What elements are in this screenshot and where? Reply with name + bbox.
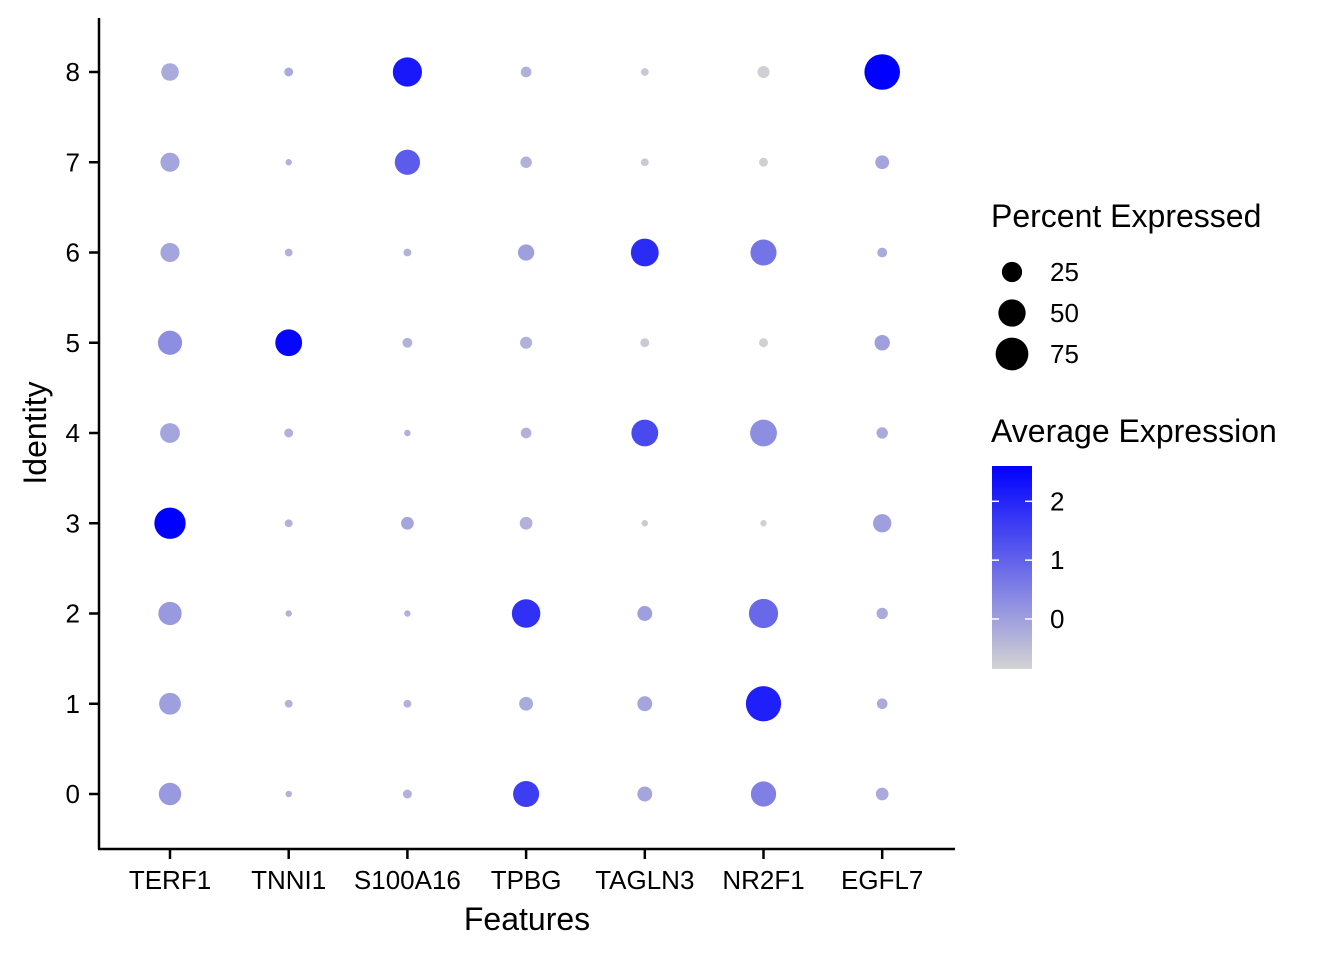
- y-tick-label: 6: [66, 238, 80, 268]
- y-axis-title: Identity: [17, 381, 53, 484]
- dot-egfl7-8: [864, 54, 900, 90]
- dot-egfl7-0: [875, 787, 889, 801]
- dot-terf1-5: [157, 330, 183, 355]
- dot-nr2f1-4: [750, 419, 777, 447]
- dot-tagln3-8: [640, 68, 649, 76]
- dot-egfl7-1: [876, 698, 888, 710]
- dot-tagln3-5: [640, 338, 650, 348]
- dot-egfl7-2: [876, 607, 888, 620]
- dot-tpbg-8: [520, 66, 532, 78]
- dot-egfl7-4: [876, 427, 888, 439]
- dot-tpbg-4: [520, 427, 532, 439]
- dot-tnni1-6: [284, 248, 293, 257]
- size-legend-label: 50: [1050, 298, 1079, 328]
- dot-terf1-3: [154, 507, 186, 539]
- dot-tnni1-0: [285, 790, 292, 798]
- x-axis-title: Features: [464, 901, 590, 937]
- color-bar: [992, 466, 1032, 669]
- size-legend-dot: [1001, 261, 1023, 283]
- dot-tagln3-2: [637, 606, 653, 621]
- dot-s100a16-8: [392, 57, 422, 87]
- dot-s100a16-6: [403, 248, 412, 257]
- size-legend: Percent Expressed 25 50 75: [991, 198, 1261, 371]
- y-axis-ticks: 0 1 2 3 4 5 6 7 8: [66, 57, 99, 809]
- dot-egfl7-3: [873, 514, 892, 533]
- color-legend-tick-label: 0: [1050, 604, 1064, 634]
- y-tick-label: 2: [66, 599, 80, 629]
- size-legend-label: 75: [1050, 339, 1079, 369]
- dot-s100a16-3: [401, 516, 414, 530]
- dot-nr2f1-3: [760, 520, 767, 527]
- dot-tagln3-3: [641, 520, 649, 527]
- y-tick-label: 5: [66, 328, 80, 358]
- size-legend-dot: [995, 337, 1029, 371]
- y-tick-label: 1: [66, 689, 80, 719]
- dot-s100a16-2: [404, 610, 411, 617]
- color-legend: Average Expression 0 1 2: [991, 413, 1277, 669]
- dot-nr2f1-1: [745, 686, 782, 722]
- dot-tagln3-0: [637, 786, 653, 802]
- color-legend-title: Average Expression: [991, 413, 1277, 449]
- dot-terf1-4: [160, 423, 180, 443]
- dot-tnni1-4: [284, 428, 294, 438]
- dot-terf1-0: [158, 782, 182, 806]
- size-legend-title: Percent Expressed: [991, 198, 1261, 234]
- dot-s100a16-0: [402, 789, 412, 799]
- dot-tagln3-7: [640, 158, 649, 167]
- dot-tnni1-1: [284, 699, 293, 708]
- dot-tnni1-5: [275, 329, 303, 357]
- x-tick-label: TPBG: [491, 865, 562, 895]
- x-tick-label: EGFL7: [841, 865, 923, 895]
- dot-s100a16-5: [402, 337, 413, 348]
- x-tick-label: TAGLN3: [595, 865, 694, 895]
- dot-nr2f1-2: [748, 598, 779, 629]
- y-tick-label: 7: [66, 147, 80, 177]
- dot-s100a16-4: [404, 429, 411, 437]
- y-tick-label: 8: [66, 57, 80, 87]
- dot-terf1-2: [158, 601, 182, 626]
- dot-terf1-1: [159, 692, 181, 715]
- dot-terf1-8: [161, 63, 179, 81]
- dot-terf1-7: [160, 152, 180, 172]
- dot-tpbg-0: [513, 780, 540, 808]
- dot-tnni1-2: [285, 610, 292, 617]
- dot-tpbg-5: [520, 336, 533, 349]
- dot-nr2f1-7: [759, 157, 768, 167]
- dot-tagln3-4: [631, 419, 659, 447]
- size-legend-label: 25: [1050, 257, 1079, 287]
- dot-nr2f1-0: [750, 781, 777, 807]
- dot-tagln3-1: [637, 696, 653, 712]
- dot-nr2f1-5: [759, 338, 768, 348]
- color-legend-tick-label: 2: [1050, 486, 1064, 516]
- dot-egfl7-6: [877, 247, 888, 258]
- x-tick-label: TERF1: [129, 865, 211, 895]
- dot-nr2f1-6: [750, 239, 777, 266]
- dot-tpbg-6: [517, 244, 535, 261]
- dot-tnni1-7: [285, 159, 292, 166]
- y-tick-label: 0: [66, 779, 80, 809]
- dot-tpbg-7: [520, 156, 532, 168]
- dot-egfl7-7: [875, 155, 890, 170]
- x-tick-label: TNNI1: [251, 865, 326, 895]
- dot-nr2f1-8: [757, 65, 770, 79]
- dot-tagln3-6: [630, 238, 659, 267]
- dot-tnni1-8: [284, 67, 294, 77]
- y-tick-label: 4: [66, 418, 80, 448]
- dot-egfl7-5: [874, 335, 890, 351]
- dot-marks: [154, 54, 900, 808]
- x-tick-label: S100A16: [354, 865, 461, 895]
- dot-tnni1-3: [284, 519, 293, 528]
- dot-s100a16-7: [394, 149, 421, 175]
- dot-tpbg-3: [519, 516, 533, 530]
- dot-terf1-6: [160, 242, 180, 263]
- size-legend-dot: [998, 299, 1026, 327]
- y-tick-label: 3: [66, 508, 80, 538]
- dot-tpbg-1: [519, 696, 534, 711]
- x-axis-ticks: TERF1 TNNI1 S100A16 TPBG TAGLN3 NR2F1 EGFL7: [129, 849, 923, 895]
- color-legend-tick-label: 1: [1050, 545, 1064, 575]
- x-tick-label: NR2F1: [722, 865, 804, 895]
- dot-tpbg-2: [511, 599, 541, 628]
- dot-s100a16-1: [403, 699, 412, 708]
